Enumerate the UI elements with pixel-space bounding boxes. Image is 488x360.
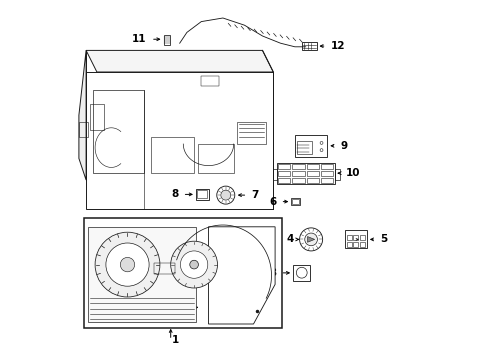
Text: 12: 12 (330, 41, 345, 51)
Text: 6: 6 (268, 197, 276, 207)
Bar (163, 35, 170, 45)
Bar (321, 164, 333, 168)
Polygon shape (307, 237, 314, 242)
Bar (306, 171, 318, 176)
Bar (306, 164, 318, 168)
Text: 1: 1 (171, 335, 178, 345)
Bar (359, 242, 364, 247)
Bar (345, 230, 366, 248)
Bar (291, 198, 300, 205)
Polygon shape (208, 227, 275, 324)
Bar (153, 263, 175, 274)
Bar (201, 76, 219, 86)
Bar (79, 122, 88, 137)
Circle shape (189, 260, 198, 269)
Bar (277, 164, 289, 168)
Bar (302, 42, 316, 50)
Bar (352, 235, 358, 240)
Bar (292, 164, 304, 168)
Bar (335, 169, 339, 180)
Text: 5: 5 (380, 234, 386, 244)
Circle shape (299, 228, 322, 251)
Circle shape (170, 241, 217, 288)
Bar (321, 171, 333, 176)
Bar (272, 169, 276, 180)
Bar (294, 135, 326, 157)
Text: 2: 2 (135, 310, 142, 320)
Bar (346, 235, 351, 240)
Bar (93, 90, 143, 173)
Text: 8: 8 (171, 189, 178, 199)
Circle shape (304, 233, 317, 246)
Bar (292, 199, 299, 204)
Bar (306, 178, 318, 183)
Circle shape (216, 186, 234, 204)
Polygon shape (86, 50, 273, 72)
Text: 10: 10 (346, 168, 360, 178)
Bar (88, 227, 196, 322)
Bar (197, 144, 233, 173)
Circle shape (95, 232, 160, 297)
Polygon shape (79, 50, 86, 180)
Text: 9: 9 (340, 141, 347, 151)
Bar (359, 235, 364, 240)
Circle shape (120, 257, 134, 272)
Bar (292, 265, 310, 281)
Bar (321, 178, 333, 183)
Circle shape (180, 251, 207, 278)
Text: 11: 11 (132, 34, 146, 44)
Bar (151, 137, 194, 173)
Bar (296, 141, 311, 154)
Bar (292, 178, 304, 183)
Text: 4: 4 (285, 234, 293, 244)
Text: 7: 7 (251, 190, 259, 200)
Bar (89, 104, 104, 130)
Bar (237, 122, 265, 144)
Bar (346, 242, 351, 247)
Bar (352, 242, 358, 247)
Bar (86, 72, 273, 209)
Bar (277, 178, 289, 183)
Bar (292, 171, 304, 176)
Circle shape (221, 190, 230, 200)
Bar (277, 171, 289, 176)
Text: 3: 3 (268, 268, 276, 278)
Bar (276, 163, 334, 184)
Bar (84, 218, 282, 328)
Bar (196, 189, 208, 200)
Bar (197, 190, 206, 198)
Circle shape (106, 243, 149, 286)
